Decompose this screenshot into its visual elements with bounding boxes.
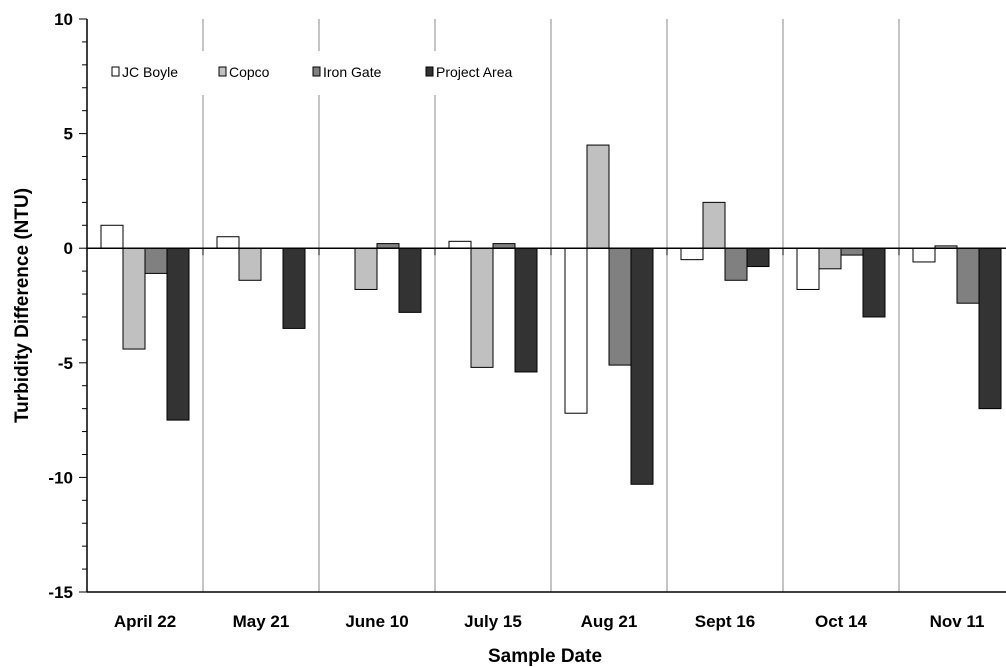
y-tick-label: 5 [64, 125, 73, 144]
bar-jc-boyle [796, 247, 820, 290]
x-tick-label: May 21 [233, 612, 290, 631]
bar-copco [586, 144, 610, 249]
y-tick-label: -10 [48, 468, 73, 487]
bar-copco [238, 247, 262, 281]
grid-lines [202, 19, 900, 592]
y-axis-title: Turbidity Difference (NTU) [12, 188, 33, 423]
legend-label: Project Area [436, 64, 512, 80]
bar-project-area [514, 247, 538, 373]
bar-copco [354, 247, 378, 290]
x-tick-label: Nov 11 [930, 612, 985, 631]
bar-copco [122, 247, 146, 350]
bar-project-area [398, 247, 422, 313]
y-tick-label: -5 [58, 354, 73, 373]
bar-jc-boyle [680, 247, 704, 261]
x-axis-title: Sample Date [488, 646, 602, 667]
x-tick-label: July 15 [464, 612, 522, 631]
bar-jc-boyle [912, 247, 936, 263]
x-tick-label: Aug 21 [581, 612, 638, 631]
y-tick-label: 10 [54, 10, 73, 29]
y-tick-label: 0 [64, 239, 73, 258]
bar-project-area [746, 247, 770, 268]
bar-iron-gate [144, 247, 168, 274]
legend-swatch [425, 66, 434, 77]
legend-swatch [111, 66, 120, 77]
bar-copco [818, 247, 842, 270]
bar-project-area [862, 247, 886, 318]
bar-project-area [282, 247, 306, 329]
bars [100, 144, 1002, 485]
bar-iron-gate [956, 247, 980, 304]
bar-project-area [630, 247, 654, 485]
bar-jc-boyle [216, 236, 240, 249]
legend-label: Iron Gate [323, 64, 382, 80]
bar-jc-boyle [564, 247, 588, 414]
legend: JC Boyle Copco Iron Gate Project Area [98, 51, 538, 95]
x-tick-label: Oct 14 [815, 612, 868, 631]
bar-iron-gate [608, 247, 632, 366]
legend-swatch [312, 66, 321, 77]
legend-label: JC Boyle [122, 64, 178, 80]
legend-swatch [218, 66, 227, 77]
bar-copco [702, 201, 726, 249]
bar-iron-gate [840, 247, 864, 256]
bar-project-area [978, 247, 1002, 410]
bar-iron-gate [724, 247, 748, 281]
bar-project-area [166, 247, 190, 421]
axes: -15 -10 -5 0 5 10 April 22 May 21 June 10 July 15… [48, 10, 1006, 631]
y-tick-label: -15 [48, 583, 73, 602]
bar-jc-boyle [100, 224, 124, 249]
bar-jc-boyle [448, 240, 472, 249]
legend-label: Copco [229, 64, 270, 80]
x-tick-label: June 10 [345, 612, 408, 631]
bar-copco [470, 247, 494, 368]
x-tick-label: April 22 [114, 612, 176, 631]
x-tick-label: Sept 16 [695, 612, 755, 631]
